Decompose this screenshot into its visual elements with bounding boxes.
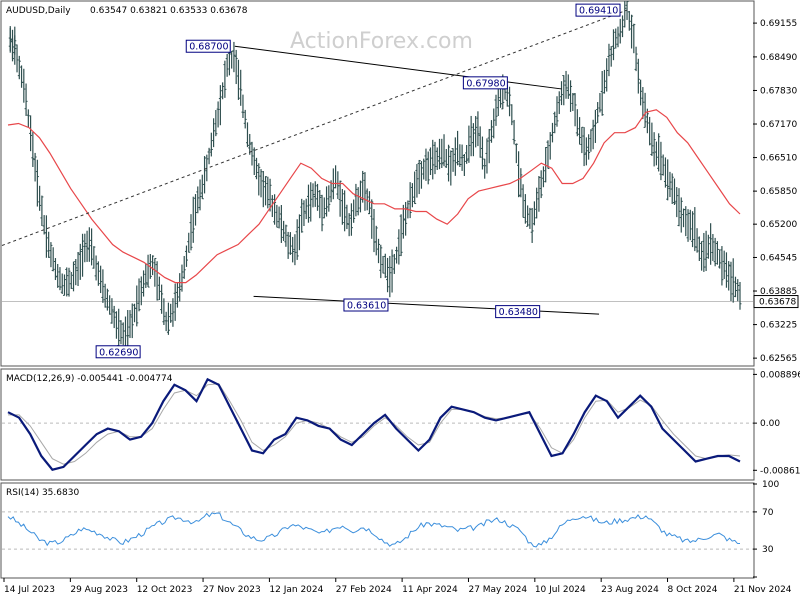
date-tick-label: 21 Nov 2024: [734, 585, 792, 595]
rsi-tick-label: 100: [762, 480, 779, 490]
price-tick-label: 0.65200: [760, 220, 797, 230]
date-tick-label: 11 Apr 2024: [402, 585, 458, 595]
price-tick-label: 0.63225: [760, 321, 797, 331]
rsi-panel-frame: [0, 482, 755, 579]
date-tick-label: 29 Aug 2023: [70, 585, 128, 595]
macd-signal-line: [8, 383, 741, 465]
annotation-label: 0.63610: [347, 301, 386, 312]
price-tick-label: 0.67170: [760, 120, 797, 130]
price-tick-label: 0.63885: [760, 287, 797, 297]
annotation-box: [185, 39, 231, 53]
main-panel-frame: [0, 0, 755, 367]
annotation-box: [495, 305, 541, 319]
annotation-label: 0.67980: [466, 78, 505, 89]
annotation-box: [462, 76, 508, 90]
current-price-box: [753, 295, 799, 309]
rsi-tick-label: 70: [762, 508, 774, 518]
trendline-support: [253, 295, 600, 315]
annotation-label: 0.62690: [99, 347, 138, 358]
annotation-label: 0.69410: [579, 6, 618, 17]
price-tick-label: 0.67830: [760, 86, 797, 96]
price-tick-label: 0.68490: [760, 53, 797, 63]
rsi-line: [2, 511, 753, 550]
annotation-box: [343, 298, 389, 312]
price-tick-label: 0.66510: [760, 154, 797, 164]
ma-path: [7, 109, 741, 284]
current-price-label: 0.63678: [759, 298, 796, 308]
price-annotations: 0.68700 0.62690 0.63610 0.63480 0.67980 0.694…: [95, 3, 621, 359]
date-axis: 14 Jul 2023 29 Aug 2023 12 Oct 2023 27 Nov …: [3, 578, 792, 595]
date-tick-label: 27 Feb 2024: [336, 585, 392, 595]
rsi-path: [7, 512, 741, 548]
price-tick-label: 0.62565: [760, 354, 797, 364]
date-tick-label: 23 Aug 2024: [601, 585, 659, 595]
macd-panel-frame: [0, 368, 755, 481]
rsi-title: RSI(14) 35.6830: [6, 488, 79, 498]
macd-tick-label: 0.00: [760, 419, 780, 429]
annotation-label: 0.68700: [189, 42, 228, 53]
moving-average: [7, 109, 741, 284]
macd-main-line: [7, 377, 741, 471]
annotation-label: 0.63480: [499, 307, 538, 318]
date-tick-label: 12 Jan 2024: [269, 585, 323, 595]
annotation-box: [95, 345, 141, 359]
price-axis: 0.69155 0.68490 0.67830 0.67170 0.66510 0.658…: [753, 19, 799, 364]
ohlc-bars: [8, 1, 742, 352]
price-tick-label: 0.64545: [760, 253, 797, 263]
date-tick-label: 10 Jul 2024: [535, 585, 586, 595]
date-tick-label: 12 Oct 2023: [137, 585, 193, 595]
price-tick-label: 0.65850: [760, 187, 797, 197]
date-tick-label: 27 May 2024: [468, 585, 527, 595]
price-tick-label: 0.69155: [760, 19, 797, 29]
macd-axis: 0.008896 0.00 -0.008612: [753, 370, 800, 476]
date-tick-label: 27 Nov 2023: [203, 585, 261, 595]
date-tick-label: 14 Jul 2023: [4, 585, 55, 595]
macd-tick-label: -0.008612: [760, 466, 800, 476]
annotation-box: [575, 3, 621, 17]
macd-title: MACD(12,26,9) -0.005441 -0.004774: [6, 374, 173, 384]
ohlc-label: 0.63547 0.63821 0.63533 0.63678: [90, 6, 248, 16]
symbol-label: AUDUSD,Daily: [6, 6, 71, 16]
macd-tick-label: 0.008896: [760, 370, 800, 380]
macd-lines: [2, 377, 753, 471]
rsi-axis: 100 70 30: [753, 480, 779, 578]
watermark: ActionForex.com: [290, 29, 473, 54]
rsi-tick-label: 30: [762, 545, 774, 555]
date-tick-label: 8 Oct 2024: [668, 585, 718, 595]
